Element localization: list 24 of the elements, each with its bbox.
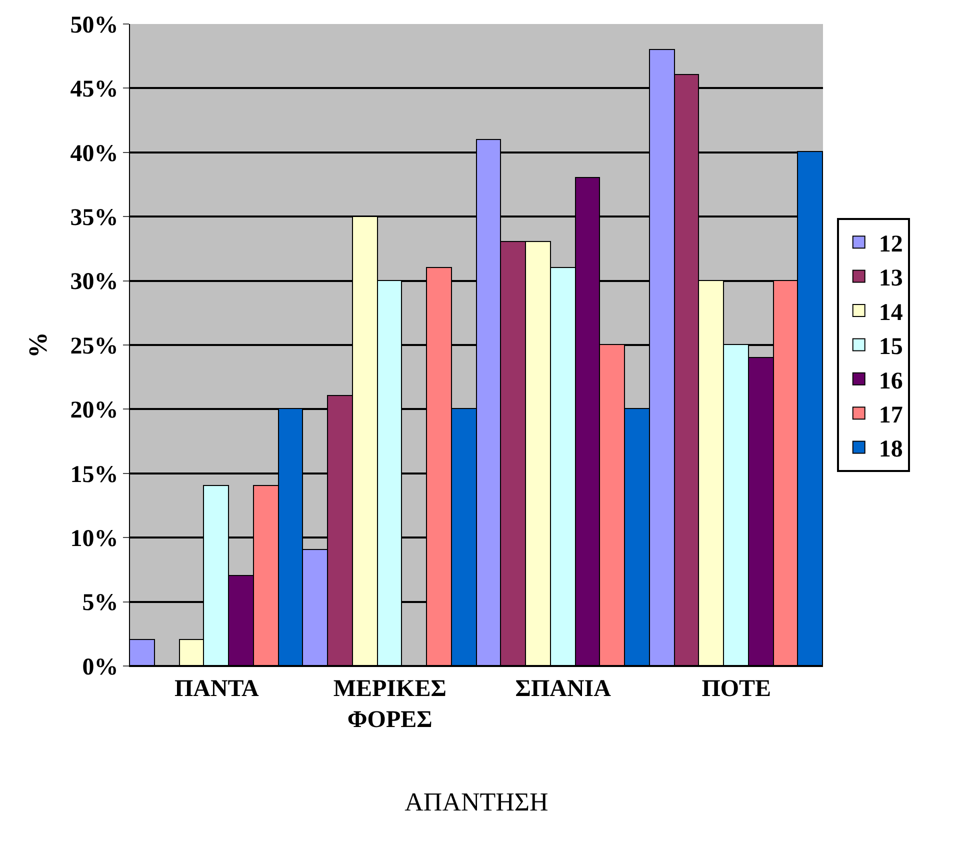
legend-label: 14 bbox=[878, 300, 903, 326]
x-axis-title: ΑΠΑΝΤΗΣΗ bbox=[404, 788, 549, 817]
y-tick-label: 45% bbox=[70, 76, 118, 103]
y-tick-label: 35% bbox=[70, 205, 118, 231]
x-tick-label: ΠΟΤΕ bbox=[702, 676, 772, 702]
y-tick-label: 0% bbox=[82, 654, 118, 680]
y-tick-label: 50% bbox=[70, 12, 118, 38]
y-tick-label: 30% bbox=[70, 269, 118, 296]
x-tick-label: ΠΑΝΤΑ bbox=[174, 676, 260, 702]
y-tick-label: 10% bbox=[70, 526, 118, 552]
legend-label: 18 bbox=[878, 436, 903, 463]
legend-label: 12 bbox=[878, 231, 903, 258]
y-tick-label: 25% bbox=[70, 333, 118, 360]
y-axis-title: % bbox=[24, 332, 53, 358]
legend-label: 15 bbox=[878, 334, 903, 360]
y-tick-label: 5% bbox=[82, 590, 118, 616]
legend-label: 13 bbox=[878, 266, 903, 292]
x-tick-label: ΜΕΡΙΚΕΣ ΦΟΡΕΣ bbox=[333, 676, 446, 733]
legend-label: 16 bbox=[878, 368, 903, 394]
y-tick-label: 40% bbox=[70, 140, 118, 167]
legend-label: 17 bbox=[878, 402, 903, 428]
x-tick-label: ΣΠΑΝΙΑ bbox=[515, 676, 612, 702]
y-tick-label: 15% bbox=[70, 462, 118, 488]
y-tick-label: 20% bbox=[70, 398, 118, 424]
